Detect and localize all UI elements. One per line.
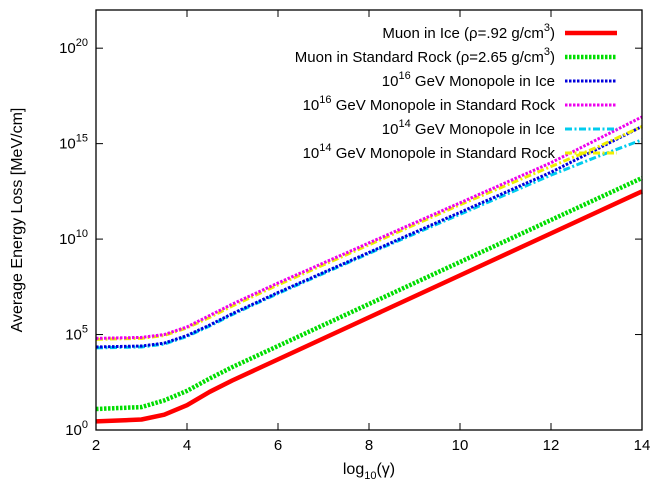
series-layer [95,115,643,424]
series-line-3 [95,115,643,340]
x-tick-label: 6 [274,437,282,454]
series-line-2 [95,125,643,349]
x-tick-label: 4 [183,437,191,454]
ticks-layer: 2 4 6 8 10 12 14 100 105 1010 1015 1020 [59,10,650,454]
y-tick-label: 1020 [59,37,88,57]
x-tick-label: 8 [365,437,373,454]
legend: Muon in Ice (ρ=.92 g/cm3) Muon in Standar… [295,22,617,162]
legend-label: 1014 GeV Monopole in Ice [382,118,555,138]
legend-label: 1016 GeV Monopole in Ice [382,70,555,90]
legend-label: 1014 GeV Monopole in Standard Rock [303,142,556,162]
series-line-4 [95,138,643,350]
plot-frame [95,9,643,431]
series-line-0 [95,189,643,424]
x-tick-label: 12 [543,437,560,454]
legend-label: Muon in Ice (ρ=.92 g/cm3) [382,22,555,42]
series-line-5 [95,125,643,341]
y-axis-label: Average Energy Loss [MeV/cm] [9,108,26,333]
y-tick-label: 1010 [59,228,88,248]
x-tick-label: 2 [92,437,100,454]
y-tick-label: 105 [65,324,88,344]
x-tick-label: 14 [634,437,651,454]
legend-label: 1016 GeV Monopole in Standard Rock [303,94,556,114]
x-axis-label: log10(γ) [343,461,395,482]
y-tick-label: 100 [65,419,88,439]
series-line-1 [95,175,643,412]
y-tick-label: 1015 [59,133,88,153]
x-tick-label: 10 [452,437,469,454]
legend-label: Muon in Standard Rock (ρ=2.65 g/cm3) [295,46,555,66]
